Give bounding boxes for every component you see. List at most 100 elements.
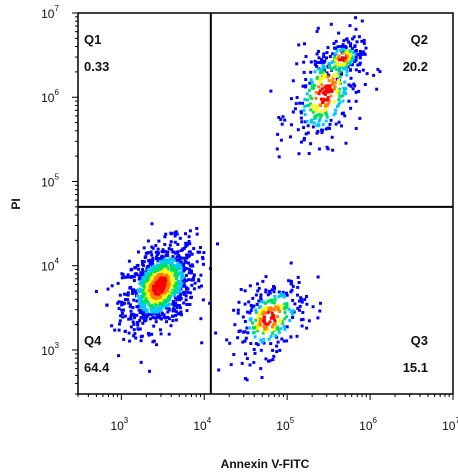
event-dot <box>132 275 136 279</box>
event-dot <box>291 316 295 319</box>
event-dot <box>156 263 160 267</box>
event-dot <box>312 107 316 111</box>
event-dot <box>302 126 306 129</box>
event-dot <box>296 293 299 297</box>
event-dot <box>145 308 149 312</box>
event-dot <box>270 311 274 315</box>
quadrant-percent-q1: 0.33 <box>84 59 109 74</box>
event-dot <box>343 45 347 48</box>
event-dot <box>152 339 156 343</box>
event-dot <box>356 63 360 67</box>
event-dot <box>173 291 177 295</box>
event-dot <box>351 50 355 54</box>
event-dot <box>139 305 143 309</box>
event-dot <box>293 107 297 111</box>
event-dot <box>182 301 186 305</box>
event-dot <box>307 103 311 107</box>
event-dot <box>347 83 351 87</box>
event-dot <box>317 112 321 116</box>
event-dot <box>248 311 252 315</box>
event-dot <box>306 98 310 102</box>
event-dot <box>375 87 379 91</box>
event-dot <box>357 70 361 73</box>
event-dot <box>243 377 247 380</box>
event-dot <box>294 102 298 106</box>
event-dot <box>138 327 142 331</box>
event-dot <box>285 315 289 319</box>
event-dot <box>320 87 324 91</box>
event-dot <box>179 292 183 296</box>
event-dot <box>245 378 249 382</box>
event-dot <box>131 320 135 324</box>
event-dot <box>295 96 299 99</box>
event-dot <box>321 123 325 126</box>
event-dot <box>291 110 295 114</box>
event-dot <box>141 321 145 325</box>
event-dot <box>154 320 158 324</box>
event-dot <box>126 291 130 295</box>
event-dot <box>132 322 136 326</box>
event-dot <box>132 328 136 332</box>
event-dot <box>164 271 168 275</box>
event-dot <box>270 325 274 329</box>
event-dot <box>252 331 256 335</box>
event-dot <box>241 315 245 319</box>
event-dot <box>252 348 256 351</box>
event-dot <box>187 240 191 243</box>
event-dot <box>174 251 178 255</box>
event-dot <box>129 285 133 289</box>
event-dot <box>274 334 278 338</box>
event-dot <box>253 351 257 355</box>
event-dot <box>172 270 176 274</box>
event-dot <box>276 306 280 310</box>
event-dot <box>178 304 182 308</box>
event-dot <box>150 222 154 226</box>
event-dot <box>151 246 155 250</box>
event-dot <box>150 312 154 316</box>
event-dot <box>171 307 175 311</box>
event-dot <box>354 55 358 59</box>
event-dot <box>343 80 347 84</box>
event-dot <box>159 279 163 283</box>
event-dot <box>120 300 124 304</box>
event-dot <box>342 39 346 43</box>
event-dot <box>253 335 257 339</box>
event-dot <box>185 287 188 291</box>
event-dot <box>353 84 357 88</box>
event-dot <box>217 368 221 372</box>
quadrant-name-q1: Q1 <box>84 32 101 47</box>
event-dot <box>327 73 331 77</box>
event-dot <box>267 337 271 341</box>
event-dot <box>329 90 332 93</box>
event-dot <box>324 75 328 79</box>
event-dot <box>334 108 338 112</box>
x-tick-label: 105 <box>276 416 294 433</box>
event-dot <box>298 304 302 308</box>
event-dot <box>291 309 295 313</box>
event-dot <box>166 261 170 265</box>
event-dot <box>188 291 192 295</box>
event-dot <box>166 271 170 275</box>
event-dot <box>168 274 172 278</box>
event-dot <box>170 257 173 261</box>
event-dot <box>177 297 181 301</box>
event-dot <box>326 90 330 94</box>
event-dot <box>332 65 336 69</box>
event-dot <box>254 342 258 346</box>
event-dot <box>301 101 305 105</box>
event-dot <box>270 288 274 292</box>
event-dot <box>354 27 358 31</box>
event-dot <box>148 369 151 373</box>
event-dot <box>354 99 358 103</box>
event-dot <box>315 65 319 68</box>
event-dot <box>236 311 240 315</box>
event-dot <box>129 317 133 321</box>
event-dot <box>278 348 282 352</box>
y-axis-tick-labels: 103 104 105 106 107 <box>41 4 59 358</box>
event-dot <box>301 311 305 314</box>
event-dot <box>262 324 266 328</box>
event-dot <box>244 352 247 356</box>
event-dot <box>358 52 362 56</box>
event-dot <box>333 81 336 85</box>
